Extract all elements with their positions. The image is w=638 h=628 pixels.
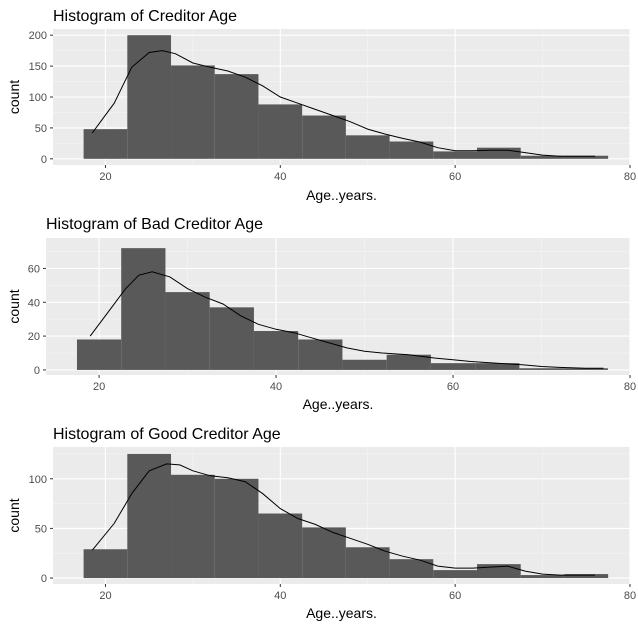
histogram-bar (564, 155, 609, 159)
y-axis-label: count (6, 289, 22, 323)
density-curve (91, 50, 595, 157)
histogram-bar (302, 115, 346, 159)
y-axis-label: count (6, 498, 22, 532)
y-tick-label: 0 (34, 365, 40, 377)
histogram-bar (258, 104, 303, 159)
histogram-bar (520, 575, 565, 579)
histogram-bar (258, 513, 303, 579)
x-tick-label: 40 (270, 381, 282, 393)
x-tick-label: 60 (449, 590, 461, 602)
y-axis-label: count (6, 80, 22, 114)
x-tick-label: 40 (274, 171, 286, 183)
x-axis-label: Age..years. (303, 396, 374, 412)
x-tick-label: 80 (624, 381, 636, 393)
histogram-bar (253, 331, 299, 370)
histogram-bar (342, 359, 387, 370)
y-tick-label: 100 (29, 474, 47, 486)
histogram-bar (475, 363, 520, 370)
y-tick-label: 100 (29, 92, 47, 104)
histogram-bar (121, 248, 166, 370)
histogram-bar (127, 453, 172, 579)
histogram-bar (389, 141, 434, 159)
y-tick-label: 40 (28, 297, 40, 309)
x-tick-label: 60 (449, 171, 461, 183)
histogram-bar (345, 547, 390, 579)
y-tick-label: 150 (29, 61, 47, 73)
y-tick-label: 50 (35, 523, 47, 535)
density-curve (89, 271, 604, 369)
histogram-bar (563, 368, 608, 370)
y-tick-label: 200 (29, 30, 47, 42)
x-tick-label: 80 (624, 590, 636, 602)
x-tick-label: 60 (447, 381, 459, 393)
histogram-bar (520, 155, 565, 159)
x-axis-label: Age..years. (306, 187, 377, 203)
x-tick-label: 40 (274, 590, 286, 602)
histogram-bar (298, 339, 343, 370)
histogram-bar (433, 570, 478, 579)
histogram-bar (171, 474, 215, 579)
x-tick-label: 20 (93, 381, 105, 393)
chart-2: 20 40 60 80 0 20 40 60 Histogram of Bad Creditor… (6, 216, 636, 412)
chart-title: Histogram of Good Creditor Age (53, 426, 281, 443)
chart-title: Histogram of Creditor Age (53, 8, 237, 25)
y-tick-label: 20 (28, 331, 40, 343)
x-tick-label: 20 (99, 590, 111, 602)
histogram-bar (519, 368, 564, 370)
histogram-bar (386, 354, 431, 370)
histogram-bar (214, 74, 259, 159)
histogram-bar (389, 559, 434, 579)
x-tick-label: 20 (99, 171, 111, 183)
histogram-bar (165, 292, 210, 370)
histogram-bar (214, 478, 259, 579)
density-curve (91, 463, 595, 576)
y-tick-label: 0 (41, 154, 47, 166)
histogram-bar (171, 65, 215, 159)
histogram-bar (564, 574, 609, 579)
histogram-bar (433, 151, 478, 159)
histogram-bar (209, 307, 254, 370)
chart-title: Histogram of Bad Creditor Age (46, 216, 263, 233)
y-tick-label: 50 (35, 123, 47, 135)
y-tick-label: 60 (28, 263, 40, 275)
x-axis-label: Age..years. (306, 605, 377, 621)
histogram-bar (430, 363, 476, 370)
chart-1: 20 40 60 80 0 50 100 150 200 Histogram of Credito… (6, 8, 636, 203)
x-tick-label: 80 (624, 171, 636, 183)
histogram-bar (83, 549, 128, 579)
histogram-bar (302, 527, 346, 579)
histogram-bar (127, 35, 172, 159)
histogram-bar (76, 339, 122, 370)
histogram-bar (83, 129, 128, 159)
y-tick-label: 0 (41, 573, 47, 585)
histogram-bar (477, 147, 521, 159)
chart-3: 20 40 60 80 0 50 100 Histogram of Good Creditor… (6, 426, 636, 621)
histogram-bar (345, 135, 390, 159)
